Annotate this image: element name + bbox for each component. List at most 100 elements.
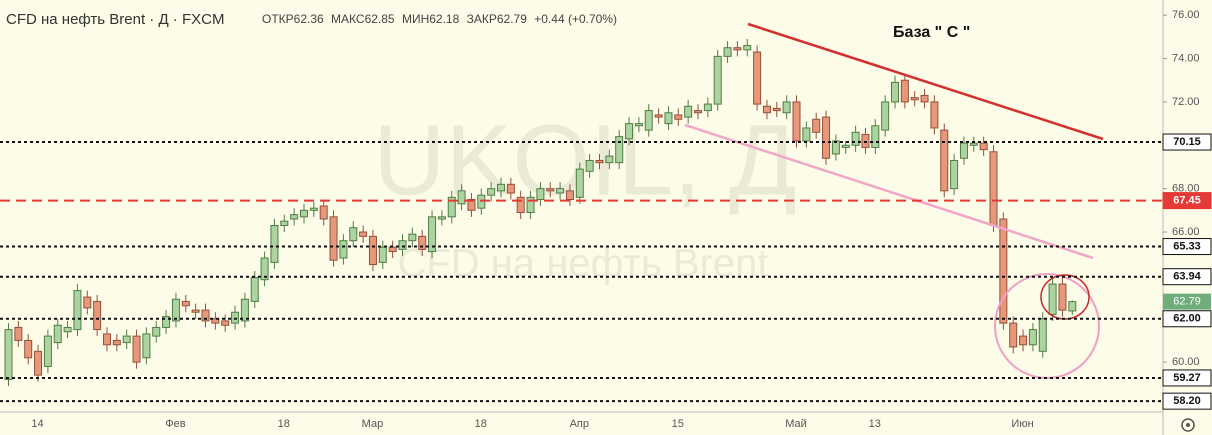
candle-body [674,114,683,120]
x-tick-label: Май [785,418,807,430]
candle-body [388,246,397,253]
candle-body [526,196,535,214]
x-tick-label: Мар [362,418,384,430]
x-tick-label: Июн [1011,418,1033,430]
level-label-box [1162,369,1212,387]
candle-body [930,101,939,129]
x-tick-label: 18 [278,418,290,430]
candle-body [753,51,762,105]
candle-body [1038,318,1047,352]
candle-body [625,123,634,140]
candle-body [920,94,929,103]
last-price-box [1163,293,1211,310]
watermark-subtitle: CFD на нефть Brent [397,242,768,286]
candle-body [191,309,200,313]
ohlc-value: 62.18 [429,12,459,26]
candle-body [536,188,545,200]
candle-body [644,110,653,131]
candle-body [221,320,230,326]
candle-body [940,129,949,192]
candle-body [684,105,693,118]
x-tick-label: 13 [869,418,881,430]
y-tick-label: 66.00 [1172,226,1200,238]
x-tick-label: 15 [672,418,684,430]
ohlc-label: МАКС [331,12,365,26]
candle-body [487,188,496,196]
candle-body [290,214,299,220]
level-label-box [1162,268,1212,286]
candle-body [359,231,368,237]
candle-body [546,188,555,192]
candle-body [231,311,240,324]
ohlc-label: МИН [402,12,429,26]
candle-body [112,339,121,346]
candle-body [900,79,909,103]
candle-body [368,235,377,266]
candle-body [250,277,259,302]
candle-body [418,235,427,250]
candle-body [171,298,180,322]
candle-body [428,216,437,253]
candle-body [733,47,742,51]
candle-body [211,318,220,324]
candle-body [43,335,52,367]
y-tick-label: 76.00 [1172,9,1200,21]
last-price-label: 62.79 [1173,296,1201,308]
candle-body [93,300,102,331]
candle-body [654,114,663,118]
x-tick-label: 14 [31,418,43,430]
level-label: 58.20 [1173,395,1201,407]
candle-body [822,116,831,159]
candle-body [871,125,880,148]
candle-body [694,110,702,114]
ohlc-value: 62.79 [497,12,527,26]
candle-body [437,216,446,220]
candle-body [73,290,82,331]
candle-body [132,335,141,363]
candle-body [14,326,23,341]
candle-body [497,183,505,192]
change: +0.44 (+0.70%) [534,12,617,26]
candle-body [723,47,732,57]
candle-body [812,118,821,133]
candle-body [861,133,870,148]
gear-hub[interactable] [1186,423,1190,427]
candle-body [979,142,988,151]
candle-body [634,123,643,127]
candle-body [950,159,959,190]
candle-body [1048,283,1057,315]
gear-icon[interactable] [1181,418,1195,432]
candle-body [83,296,92,309]
level-label: 63.94 [1173,271,1201,283]
candle-body [339,240,348,259]
candle-body [349,227,358,242]
candle-body [24,339,33,359]
candle-body [999,218,1008,324]
candle-body [782,101,791,114]
settings-button[interactable] [1181,418,1195,432]
trend-line [684,123,1094,260]
x-tick-label: Фев [165,418,185,430]
annotation: База " С " [893,24,970,41]
candle-body [1028,329,1037,346]
candle-body [34,350,43,376]
ohlc-value: 62.36 [294,12,324,26]
level-label-box [1162,192,1212,210]
candle-body [319,205,328,220]
candle-body [260,257,269,281]
candle-body [103,333,111,346]
candle-body [53,324,62,344]
x-tick-label: 18 [475,418,487,430]
ohlc-label: ЗАКР [467,12,497,26]
level-label: 62.00 [1173,313,1201,325]
plot [4,39,1077,386]
candle-body [181,300,190,307]
candle-body [398,240,407,250]
candle-body [1068,301,1077,312]
chart-title: CFD на нефть Brent · Д · FXCM [6,11,224,28]
candle-body [240,298,249,322]
y-tick-label: 60.00 [1172,356,1200,368]
level-label-box [1162,238,1212,256]
